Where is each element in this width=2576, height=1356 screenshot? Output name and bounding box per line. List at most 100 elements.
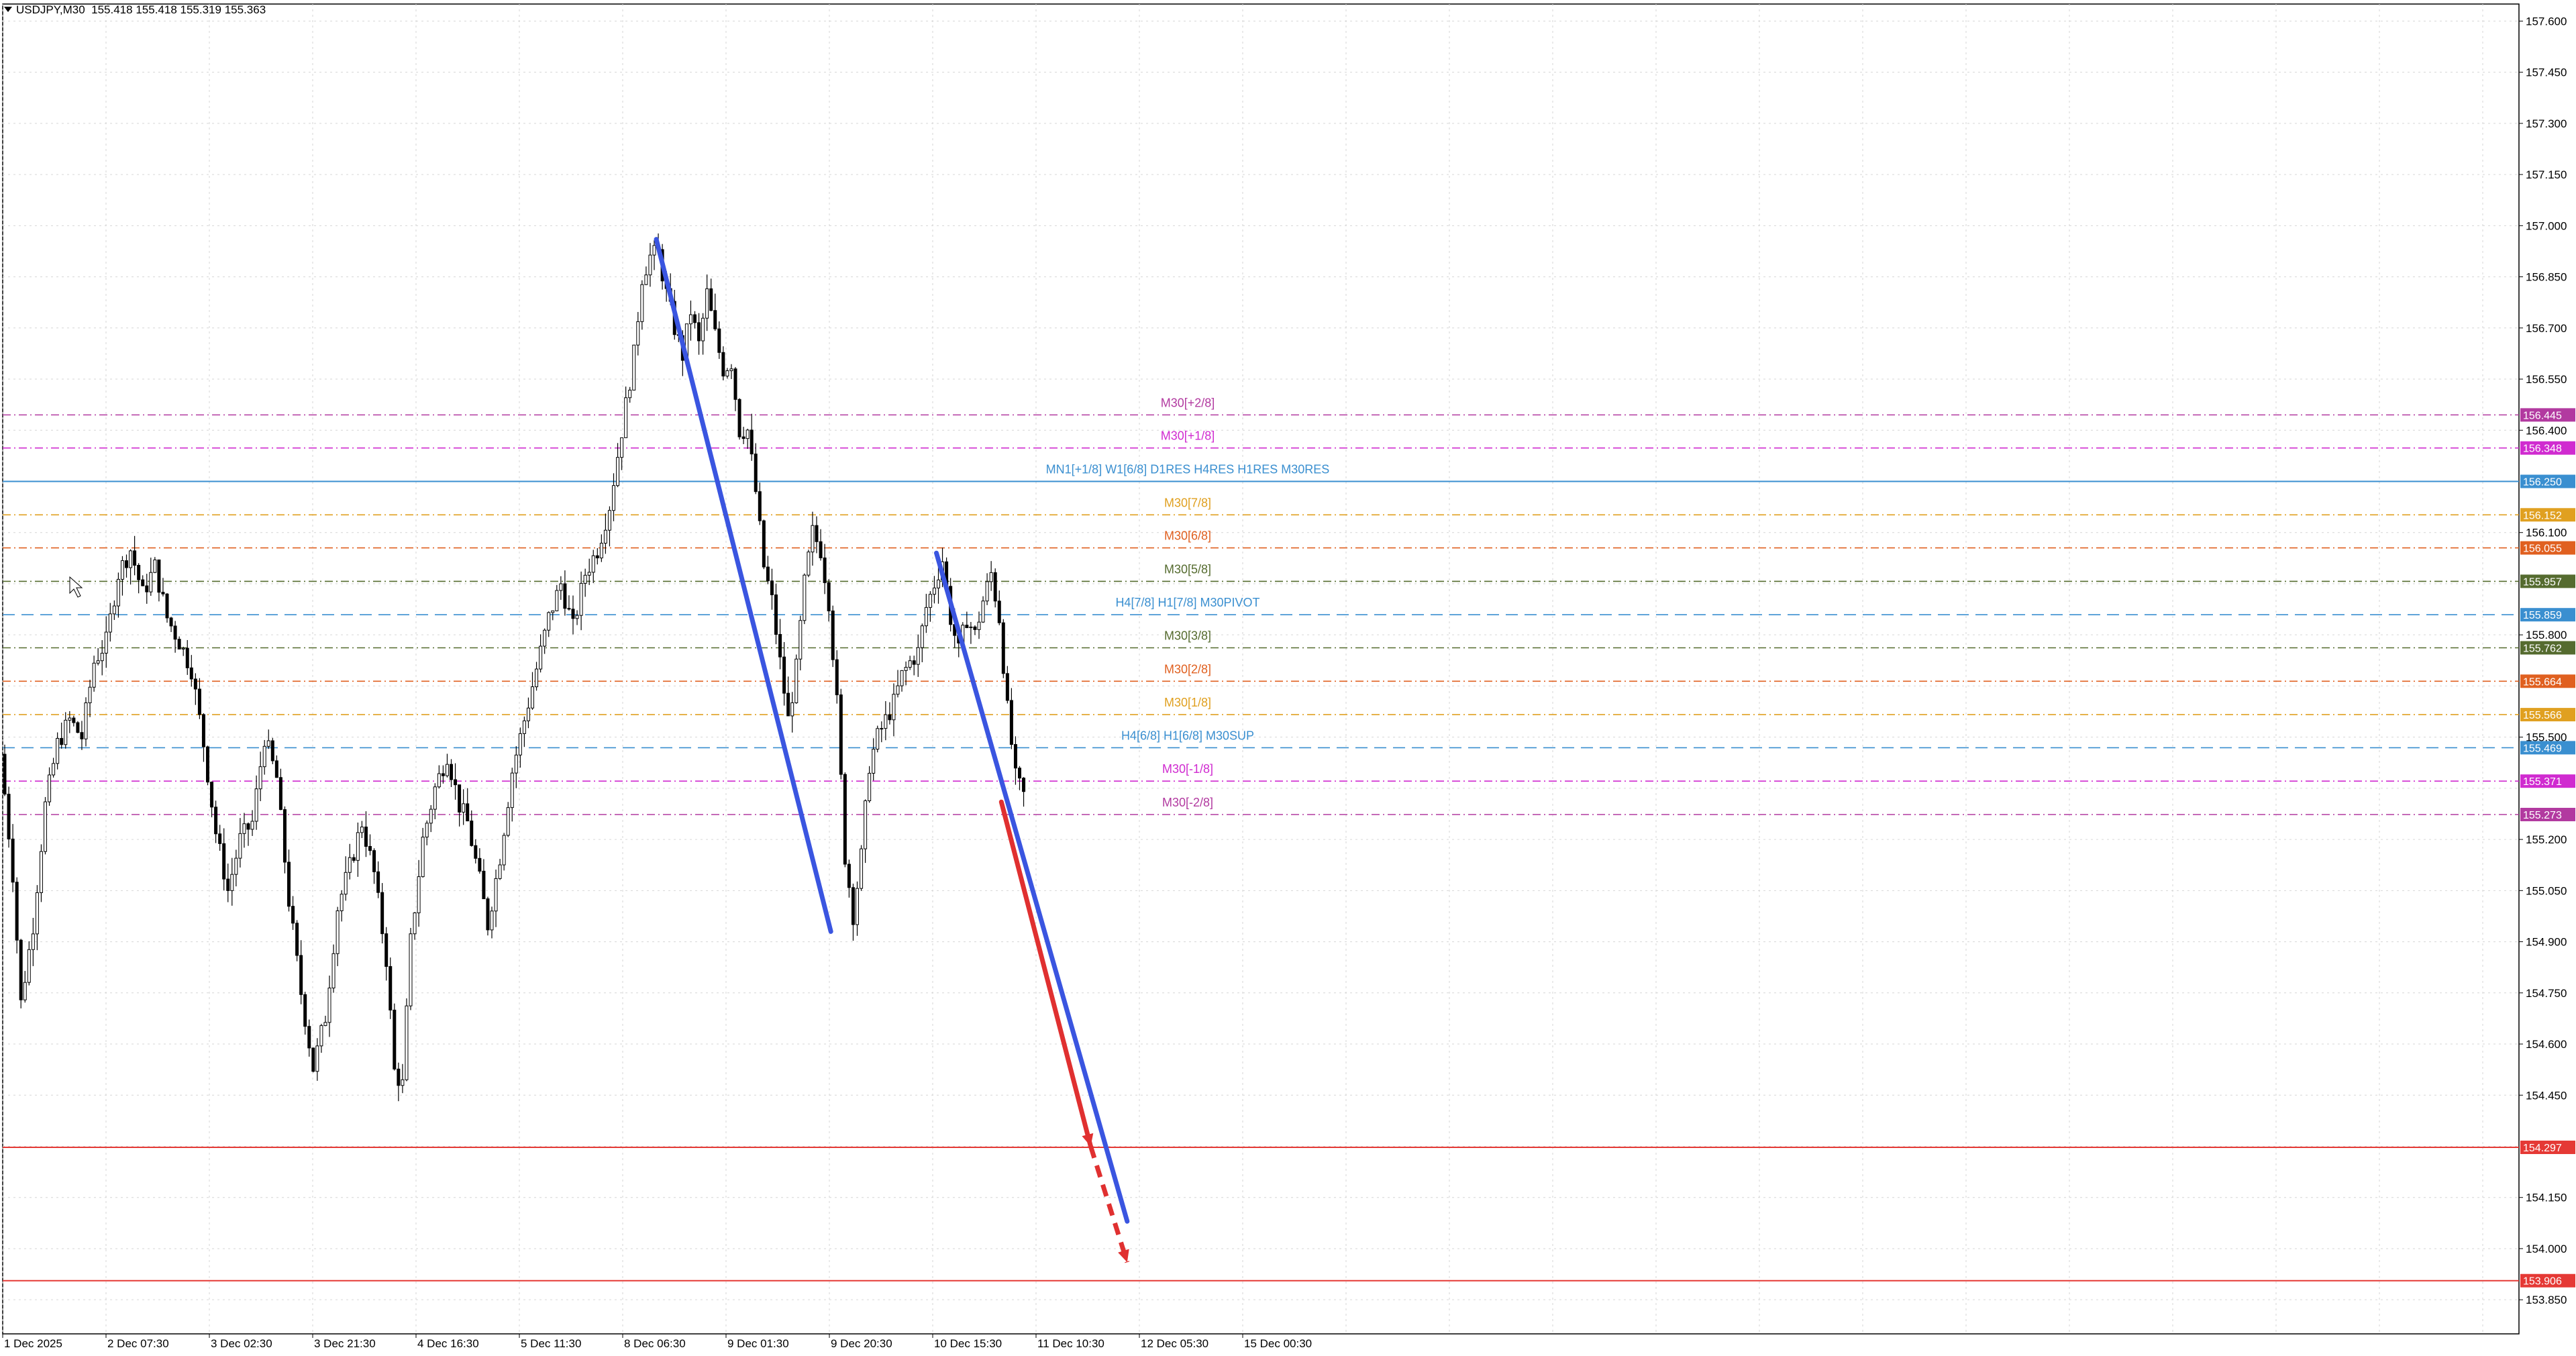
candle (226, 878, 230, 891)
candle (340, 894, 344, 911)
candle (299, 955, 303, 995)
candle (904, 667, 908, 671)
candle (1013, 744, 1017, 769)
candle (628, 389, 632, 399)
candle (985, 581, 989, 602)
candle (319, 1025, 323, 1047)
candle (701, 317, 705, 342)
level-price-text: 155.664 (2523, 676, 2562, 688)
x-tick-label: 12 Dec 05:30 (1141, 1337, 1208, 1350)
level-price-text: 155.566 (2523, 710, 2562, 721)
candle (397, 1068, 401, 1086)
candle (206, 746, 209, 783)
candle (514, 754, 518, 774)
level-price-tag (2520, 774, 2575, 788)
level-price-tag (2520, 541, 2575, 555)
candle (486, 898, 490, 931)
candle (437, 773, 441, 788)
candle (977, 621, 981, 630)
candle (778, 634, 782, 658)
candle (27, 949, 31, 983)
candle (274, 760, 278, 778)
candle (782, 656, 786, 694)
candle (278, 777, 282, 811)
candle (352, 857, 356, 861)
candle (989, 572, 993, 582)
y-tick-label: 154.450 (2526, 1089, 2567, 1102)
candle (571, 609, 575, 619)
candle (847, 864, 851, 888)
candle (599, 543, 603, 559)
candle (912, 660, 916, 665)
candle (839, 694, 843, 775)
candle (591, 555, 595, 573)
candle (287, 862, 291, 907)
candle (997, 601, 1001, 623)
candle (526, 707, 530, 721)
level-label: H4[6/8] H1[6/8] M30SUP (1121, 729, 1254, 742)
candle (368, 845, 372, 851)
candle (547, 612, 551, 631)
level-price-text: 156.055 (2523, 543, 2562, 555)
y-tick-label: 154.750 (2526, 987, 2567, 1000)
candle (851, 887, 855, 925)
candle (425, 823, 429, 838)
candle (750, 429, 754, 455)
ohlc-low: 155.319 (180, 3, 221, 16)
level-label: M30[3/8] (1164, 629, 1211, 642)
candle (401, 1079, 405, 1086)
candle (116, 578, 120, 607)
level-price-text: 153.906 (2523, 1276, 2562, 1288)
level-price-tag (2520, 741, 2575, 755)
candle (575, 615, 579, 619)
candle (981, 601, 985, 623)
candle (100, 653, 104, 662)
candle (169, 617, 173, 627)
candle (177, 639, 181, 649)
candle (815, 525, 819, 542)
candle (120, 560, 124, 580)
projection-dashed-arrowhead (1118, 1249, 1129, 1263)
x-tick-label: 1 Dec 2025 (4, 1337, 62, 1350)
level-price-text: 156.250 (2523, 476, 2562, 488)
candle (189, 667, 193, 680)
level-price-tag (2520, 408, 2575, 422)
candle (417, 876, 421, 914)
level-label: M30[2/8] (1164, 662, 1211, 676)
candle (640, 284, 644, 322)
candle (96, 660, 100, 664)
candle (1009, 700, 1013, 745)
level-label: H4[7/8] H1[7/8] M30PIVOT (1115, 596, 1259, 609)
ohlc-high: 155.418 (136, 3, 177, 16)
candle (705, 288, 709, 319)
candle (44, 801, 47, 852)
candle (282, 809, 287, 863)
candle (466, 803, 470, 822)
candle (242, 823, 246, 834)
candle (31, 933, 35, 950)
x-tick-label: 9 Dec 20:30 (831, 1337, 892, 1350)
x-tick-label: 11 Dec 10:30 (1037, 1337, 1104, 1350)
candle (693, 314, 697, 323)
candle (323, 1022, 327, 1027)
y-tick-label: 155.050 (2526, 884, 2567, 897)
x-tick-label: 4 Dec 16:30 (417, 1337, 479, 1350)
candle (729, 368, 733, 372)
candle (819, 541, 823, 558)
candle (860, 848, 864, 889)
candle (688, 314, 692, 325)
x-tick-label: 3 Dec 21:30 (314, 1337, 376, 1350)
candle (482, 870, 486, 900)
candle (518, 733, 522, 755)
candle (246, 823, 250, 830)
candle (84, 702, 88, 739)
level-price-tag (2520, 474, 2575, 488)
dropdown-triangle-icon[interactable] (4, 7, 12, 12)
candle (725, 370, 729, 376)
level-price-text: 155.469 (2523, 743, 2562, 754)
level-price-tag (2520, 708, 2575, 722)
candle (230, 874, 234, 891)
candle (713, 310, 717, 329)
candle (389, 966, 393, 1010)
